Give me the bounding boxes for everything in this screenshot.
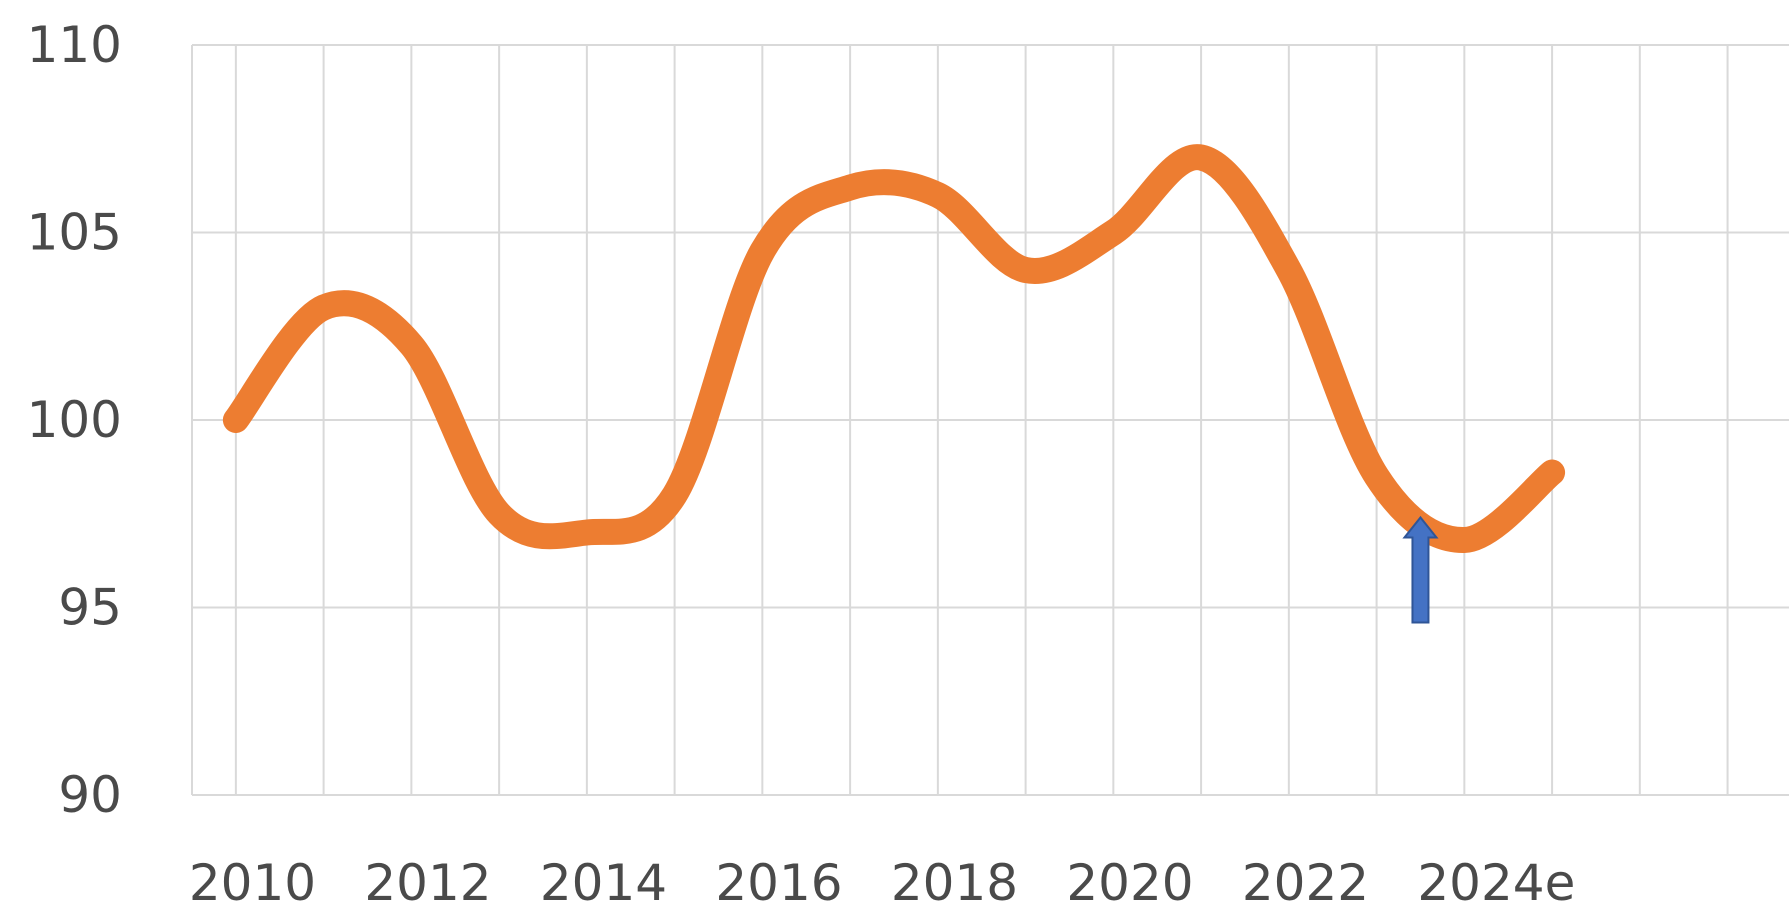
x-axis-tick-labels: 2010 2012 2014 2016 2018 2020 2022 2024e [189, 854, 1575, 912]
y-tick-label: 100 [27, 391, 122, 449]
x-tick-label: 2016 [715, 854, 842, 912]
chart-annotations [1402, 515, 1439, 624]
x-tick-label: 2020 [1066, 854, 1193, 912]
y-axis-tick-labels: 110 105 100 95 90 [27, 16, 122, 824]
x-tick-label: 2024e [1417, 854, 1575, 912]
y-tick-label: 110 [27, 16, 122, 74]
y-tick-label: 90 [58, 766, 122, 824]
y-tick-label: 105 [27, 204, 122, 262]
up-arrow-icon [1402, 515, 1439, 624]
chart-series [222, 144, 1566, 553]
x-tick-label: 2018 [891, 854, 1018, 912]
x-tick-label: 2012 [364, 854, 491, 912]
x-tick-label: 2022 [1242, 854, 1369, 912]
x-tick-label: 2010 [189, 854, 316, 912]
series-line-0 [222, 144, 1566, 553]
x-tick-label: 2014 [540, 854, 667, 912]
chart-grid [191, 44, 1789, 796]
y-tick-label: 95 [58, 579, 122, 637]
